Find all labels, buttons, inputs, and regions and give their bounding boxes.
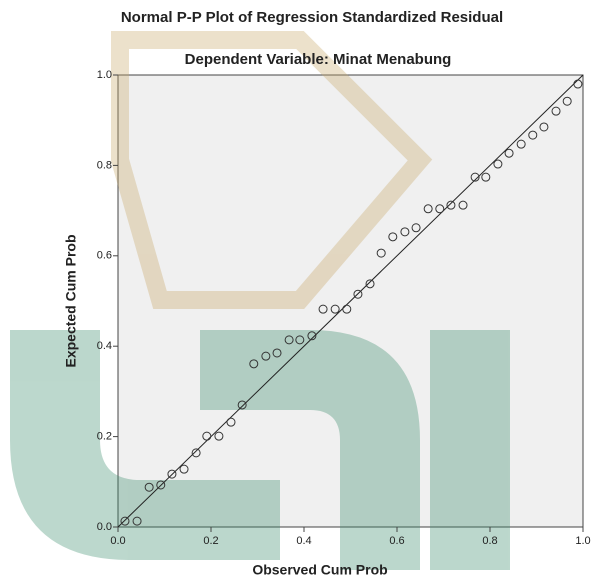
chart-subtitle: Dependent Variable: Minat Menabung — [185, 51, 452, 68]
chart-title: Normal P-P Plot of Regression Standardiz… — [121, 9, 503, 26]
x-tick-label: 0.8 — [482, 535, 497, 547]
x-tick-label: 0.6 — [389, 535, 404, 547]
x-tick-label: 0.0 — [110, 535, 125, 547]
y-tick-label: 0.4 — [97, 340, 112, 352]
page: Normal P-P Plot of Regression Standardiz… — [0, 0, 592, 582]
y-tick-label: 0.8 — [97, 159, 112, 171]
y-tick-label: 0.2 — [97, 431, 112, 443]
y-axis-label: Expected Cum Prob — [63, 234, 79, 367]
x-tick-label: 0.4 — [296, 535, 311, 547]
y-tick-label: 0.0 — [97, 521, 112, 533]
x-tick-label: 0.2 — [203, 535, 218, 547]
y-tick-label: 0.6 — [97, 250, 112, 262]
x-axis-label: Observed Cum Prob — [252, 562, 387, 578]
x-tick-label: 1.0 — [575, 535, 590, 547]
y-tick-label: 1.0 — [97, 69, 112, 81]
chart: Normal P-P Plot of Regression Standardiz… — [0, 0, 592, 582]
